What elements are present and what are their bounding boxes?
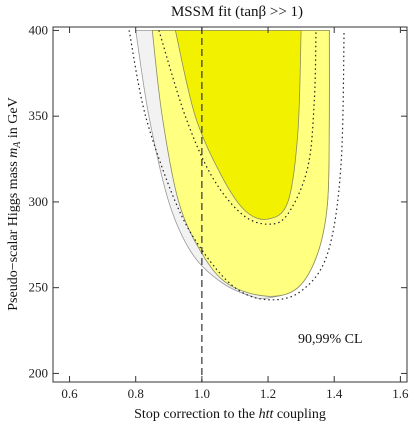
x-tick-label: 1.2	[260, 386, 276, 401]
y-tick-label: 200	[29, 365, 49, 380]
plot-area	[128, 27, 345, 382]
x-tick-label: 1.4	[326, 386, 343, 401]
y-tick-label: 250	[29, 280, 49, 295]
x-tick-label: 0.6	[61, 386, 78, 401]
x-tick-label: 1.6	[392, 386, 409, 401]
cl-annotation: 90,99% CL	[298, 332, 363, 347]
x-tick-label: 0.8	[128, 386, 144, 401]
x-axis-label-italic: htt	[259, 407, 275, 422]
y-axis-label-m: m	[6, 148, 21, 158]
dotted-contour-1	[128, 30, 345, 301]
y-tick-label: 350	[29, 108, 49, 123]
plot-frame	[52, 26, 408, 383]
x-axis: 0.6 0.8 1.0 1.2 1.4 1.6	[61, 27, 409, 401]
y-axis: 200 250 300 350 400	[29, 22, 407, 380]
dotted-contour-2	[158, 30, 317, 225]
y-tick-label: 400	[29, 22, 49, 37]
chart-title: MSSM fit (tanβ >> 1)	[171, 4, 303, 20]
x-axis-label: Stop correction to the htt coupling	[134, 407, 326, 422]
y-axis-label: Pseudo−scalar Higgs mass mA in GeV	[6, 97, 23, 311]
y-axis-label-rest: in GeV	[6, 97, 21, 141]
x-tick-label: 1.0	[194, 386, 210, 401]
y-tick-label: 300	[29, 194, 49, 209]
y-axis-label-sub: A	[12, 141, 23, 149]
region-90-cl	[174, 30, 302, 220]
